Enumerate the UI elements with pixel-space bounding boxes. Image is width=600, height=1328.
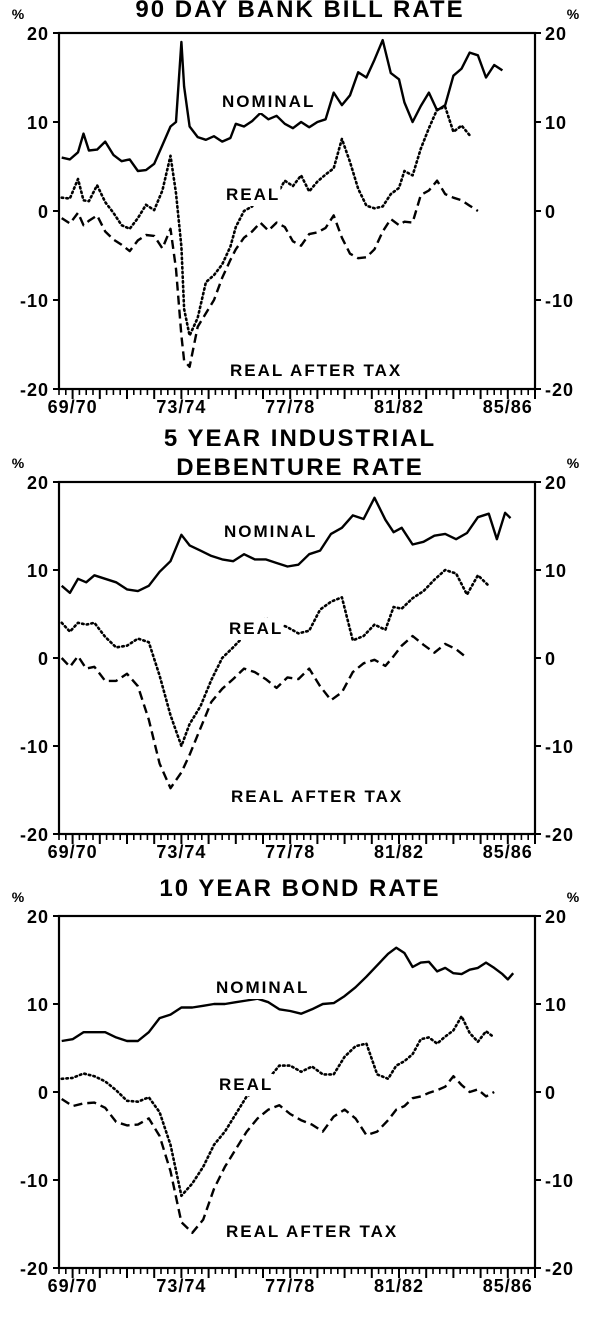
y-tick-label-right: 0: [545, 649, 556, 669]
y-tick-label-left: 10: [27, 113, 49, 133]
series-line-nominal: [61, 946, 515, 1043]
y-tick-label-left: 20: [27, 24, 49, 44]
y-tick-label-right: -20: [545, 1259, 574, 1279]
x-tick-label: 81/82: [374, 842, 424, 862]
chart-title: 90 DAY BANK BILL RATE: [135, 0, 464, 23]
y-unit-label-right: %: [567, 6, 580, 22]
x-tick-label: 85/86: [483, 1276, 533, 1296]
series-line-real: [60, 1015, 496, 1198]
chart-panel-2: 5 YEAR INDUSTRIAL DEBENTURE RATE%% 20 20 10 1…: [0, 425, 600, 870]
series-label-bg: [212, 977, 309, 999]
y-unit-label-left: %: [12, 6, 25, 22]
y-tick-label-right: 10: [545, 995, 567, 1015]
series-line-nominal: [60, 496, 512, 595]
x-tick-label: 73/74: [156, 397, 206, 417]
y-tick-label-right: 20: [545, 907, 567, 927]
x-tick-label: 73/74: [156, 842, 206, 862]
y-tick-label-right: 20: [545, 24, 567, 44]
series-label-bg: [215, 1074, 274, 1096]
y-tick-label-left: -10: [20, 737, 49, 757]
y-tick-label-right: 0: [545, 1083, 556, 1103]
chart-panel-3: 10 YEAR BOND RATE%% 20 20 10 10 0 0 -10 -10 -20 -2…: [0, 870, 600, 1328]
x-tick-label: 81/82: [374, 397, 424, 417]
series-label-bg: [225, 618, 284, 640]
x-tick-label: 77/78: [265, 397, 315, 417]
x-tick-label: 81/82: [374, 1276, 424, 1296]
y-tick-label-left: 10: [27, 995, 49, 1015]
y-tick-label-right: -10: [545, 737, 574, 757]
series-label: REAL: [219, 1075, 273, 1094]
y-tick-label-right: -20: [545, 825, 574, 845]
y-tick-label-right: 10: [545, 113, 567, 133]
y-tick-label-left: -20: [20, 380, 49, 400]
series-label-bg: [220, 521, 317, 543]
series-label: REAL AFTER TAX: [231, 787, 403, 806]
y-tick-label-right: -20: [545, 380, 574, 400]
plot-frame: [57, 31, 537, 391]
y-tick-label-left: 20: [27, 473, 49, 493]
series-label-bg: [226, 360, 411, 382]
y-tick-label-right: -10: [545, 1171, 574, 1191]
series-line-real-after-tax: [61, 1075, 495, 1234]
chart-panel-1: 90 DAY BANK BILL RATE%% 20 20 10 10 0 0 -10 -10-…: [0, 0, 600, 425]
chart-title: 5 YEAR INDUSTRIAL: [164, 425, 436, 452]
y-unit-label-right: %: [567, 889, 580, 905]
x-tick-label: 77/78: [265, 842, 315, 862]
y-tick-label-right: 10: [545, 561, 567, 581]
x-tick-label: 69/70: [48, 397, 98, 417]
y-tick-label-right: 20: [545, 473, 567, 493]
y-tick-label-left: -10: [20, 291, 49, 311]
x-tick-label: 85/86: [483, 397, 533, 417]
chart-title: 10 YEAR BOND RATE: [159, 875, 440, 902]
x-tick-label: 85/86: [483, 842, 533, 862]
y-tick-label-left: -20: [20, 825, 49, 845]
y-tick-label-left: -10: [20, 1171, 49, 1191]
series-label-bg: [222, 184, 281, 206]
series-label-bg: [218, 91, 315, 113]
y-tick-label-left: 20: [27, 907, 49, 927]
series-label-bg: [227, 786, 412, 808]
series-line-real-after-tax: [61, 179, 479, 368]
series-line-nominal: [61, 38, 504, 173]
y-tick-label-right: -10: [545, 291, 574, 311]
x-tick-label: 69/70: [48, 842, 98, 862]
y-tick-label-left: -20: [20, 1259, 49, 1279]
series-label: REAL AFTER TAX: [230, 361, 402, 380]
plot-frame: [57, 914, 537, 1270]
series-label-bg: [222, 1221, 407, 1243]
y-tick-label-left: 0: [38, 1083, 49, 1103]
y-unit-label-right: %: [567, 455, 580, 471]
series-line-real-after-tax: [60, 634, 468, 790]
y-unit-label-left: %: [12, 889, 25, 905]
chart-title: DEBENTURE RATE: [176, 454, 424, 481]
y-tick-label-left: 10: [27, 561, 49, 581]
series-label: REAL: [226, 185, 280, 204]
series-label: REAL AFTER TAX: [226, 1222, 398, 1241]
series-label: NOMINAL: [222, 92, 315, 111]
y-tick-label-right: 0: [545, 202, 556, 222]
series-label: NOMINAL: [216, 978, 309, 997]
y-tick-label-left: 0: [38, 202, 49, 222]
x-tick-label: 69/70: [48, 1276, 98, 1296]
x-tick-label: 73/74: [156, 1276, 206, 1296]
y-unit-label-left: %: [12, 455, 25, 471]
x-tick-label: 77/78: [265, 1276, 315, 1296]
y-tick-label-left: 0: [38, 649, 49, 669]
series-label: REAL: [229, 619, 283, 638]
series-label: NOMINAL: [224, 522, 317, 541]
